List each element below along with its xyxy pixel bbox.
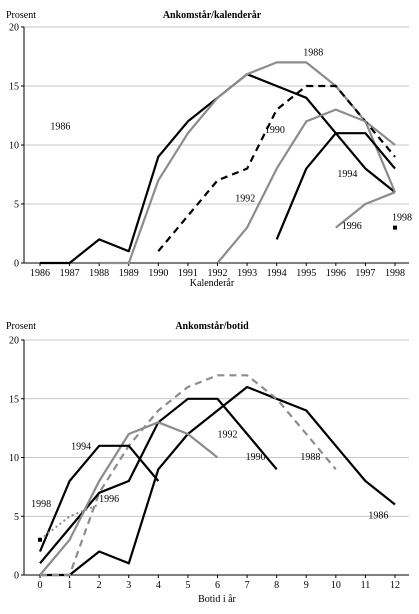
series-label-1992: 1992 <box>235 194 255 205</box>
x-tick-label: 8 <box>274 580 279 591</box>
x-tick-label: 1991 <box>178 268 198 279</box>
x-tick-label: 1993 <box>237 268 257 279</box>
chart-calendar-year: Prosent Ankomstår/kalenderår Kalenderår … <box>6 10 412 289</box>
series-label-1994: 1994 <box>337 169 357 180</box>
x-tick-label: 1988 <box>89 268 109 279</box>
series-1988-line <box>40 374 337 577</box>
chart-title: Ankomstår/botid <box>175 321 249 332</box>
y-tick-label: 10 <box>9 453 19 464</box>
series-label-1994: 1994 <box>71 441 91 452</box>
y-tick-label: 20 <box>9 23 19 34</box>
series-1998-marker <box>393 225 397 230</box>
y-axis-label: Prosent <box>6 10 36 21</box>
y-tick-label: 0 <box>14 259 19 270</box>
x-tick-label: 0 <box>38 580 43 591</box>
series-label-1998: 1998 <box>31 499 51 510</box>
y-tick-label: 15 <box>9 394 19 405</box>
x-tick-label: 1986 <box>30 268 50 279</box>
x-tick-label: 6 <box>215 580 220 591</box>
x-tick-label: 1994 <box>267 268 287 279</box>
y-axis-label: Prosent <box>6 321 36 332</box>
series-1996-line <box>335 191 396 229</box>
x-tick-label: 1987 <box>60 268 80 279</box>
series-label-1990: 1990 <box>265 125 285 136</box>
y-tick-label: 20 <box>9 336 19 347</box>
series-label-1990: 1990 <box>246 452 266 463</box>
x-tick-label: 5 <box>185 580 190 591</box>
y-tick-label: 5 <box>14 512 19 523</box>
x-axis-label: Kalenderår <box>190 278 235 289</box>
x-tick-label: 1997 <box>355 268 375 279</box>
x-tick-label: 4 <box>156 580 161 591</box>
x-tick-label: 3 <box>126 580 131 591</box>
series-label-1988: 1988 <box>300 452 320 463</box>
x-tick-label: 1998 <box>385 268 405 279</box>
series-label-1992: 1992 <box>218 430 238 441</box>
x-tick-label: 1990 <box>148 268 168 279</box>
x-tick-label: 12 <box>390 580 400 591</box>
x-tick-label: 1992 <box>208 268 228 279</box>
series-label-1986: 1986 <box>50 122 70 133</box>
y-tick-label: 0 <box>14 571 19 582</box>
series-label-1988: 1988 <box>303 47 323 58</box>
series-1992-line <box>39 421 219 576</box>
x-tick-label: 1 <box>67 580 72 591</box>
x-tick-label: 1996 <box>326 268 346 279</box>
series-1994-line <box>275 132 396 240</box>
y-tick-label: 5 <box>14 200 19 211</box>
x-tick-label: 2 <box>97 580 102 591</box>
series-1988-line <box>99 61 396 265</box>
x-tick-label: 1989 <box>119 268 139 279</box>
series-label-1986: 1986 <box>368 511 388 522</box>
series-label-1996: 1996 <box>99 494 119 505</box>
series-1992-line <box>216 108 397 264</box>
series-label-1996: 1996 <box>342 221 362 232</box>
y-tick-label: 10 <box>9 141 19 152</box>
x-tick-label: 11 <box>361 580 371 591</box>
series-1986-line <box>40 385 396 577</box>
x-tick-label: 1995 <box>296 268 316 279</box>
series-1990-line <box>157 84 396 252</box>
chart-title: Ankomstår/kalenderår <box>163 10 262 21</box>
series-1994-line <box>38 444 160 552</box>
x-tick-label: 10 <box>331 580 341 591</box>
x-tick-label: 7 <box>245 580 250 591</box>
x-tick-label: 9 <box>304 580 309 591</box>
chart-residence-time: Prosent Ankomstår/botid Botid i år 05101… <box>6 321 409 605</box>
series-1998-marker <box>38 537 42 542</box>
series-label-1998: 1998 <box>392 213 412 224</box>
x-axis-label: Botid i år <box>198 594 236 605</box>
y-tick-label: 15 <box>9 82 19 93</box>
